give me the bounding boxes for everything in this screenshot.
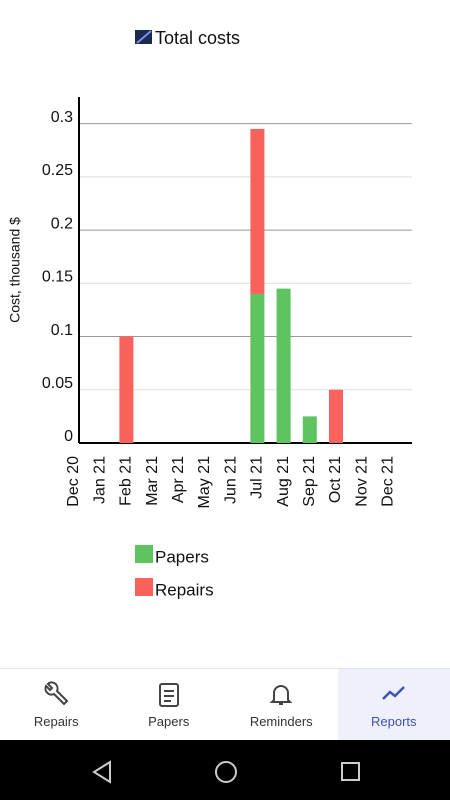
x-tick-label: Jun 21: [222, 456, 239, 504]
x-tick-label: Nov 21: [353, 456, 370, 507]
chart: Total costs Cost, thousand $ 0 0.05 0.1 0.1…: [0, 0, 450, 668]
x-tick-label: Dec 21: [380, 456, 397, 507]
y-axis-label: Cost, thousand $: [7, 217, 23, 323]
system-buttons: [0, 740, 450, 800]
x-tick-label: Feb 21: [118, 456, 135, 506]
bar: [303, 416, 317, 443]
x-tick-label: Sep 21: [301, 456, 318, 507]
x-tick-label: Jul 21: [249, 456, 266, 499]
nav-tab[interactable]: Reports: [338, 669, 450, 740]
nav-label: Reminders: [250, 714, 313, 729]
bottom-nav: Repairs Papers Reminders Reports: [0, 668, 450, 740]
legend-swatch: [135, 545, 153, 563]
nav-label: Repairs: [34, 714, 79, 729]
bar: [250, 294, 264, 443]
nav-tab[interactable]: Repairs: [0, 669, 113, 740]
system-nav-bar: [0, 740, 450, 800]
x-tick-label: Jan 21: [91, 456, 108, 504]
x-tick-label: Apr 21: [170, 456, 187, 503]
nav-tab[interactable]: Papers: [113, 669, 226, 740]
y-tick-label: 0.25: [42, 162, 73, 179]
x-tick-label: May 21: [196, 456, 213, 509]
x-tick-label: Aug 21: [275, 456, 292, 507]
y-tick-label: 0.05: [42, 375, 73, 392]
legend-swatch: [135, 578, 153, 596]
bar: [277, 289, 291, 443]
x-tick-label: Oct 21: [327, 456, 344, 503]
x-tick-label: Mar 21: [144, 456, 161, 506]
chart-title: Total costs: [155, 28, 240, 48]
x-tick-label: Dec 20: [65, 456, 82, 507]
nav-tab[interactable]: Reminders: [225, 669, 338, 740]
icon-bell: [267, 680, 295, 708]
bar: [250, 129, 264, 294]
y-tick-label: 0: [64, 428, 73, 445]
icon-wrench: [42, 680, 70, 708]
legend-label: Repairs: [155, 580, 214, 599]
y-tick-label: 0.2: [51, 215, 73, 232]
icon-clipboard: [155, 680, 183, 708]
y-tick-label: 0.15: [42, 269, 73, 286]
y-tick-label: 0.3: [51, 109, 73, 126]
icon-trend: [380, 680, 408, 708]
nav-label: Reports: [371, 714, 417, 729]
y-tick-label: 0.1: [51, 322, 73, 339]
bar: [329, 390, 343, 443]
bar: [119, 337, 133, 443]
nav-label: Papers: [148, 714, 189, 729]
legend-label: Papers: [155, 547, 209, 566]
